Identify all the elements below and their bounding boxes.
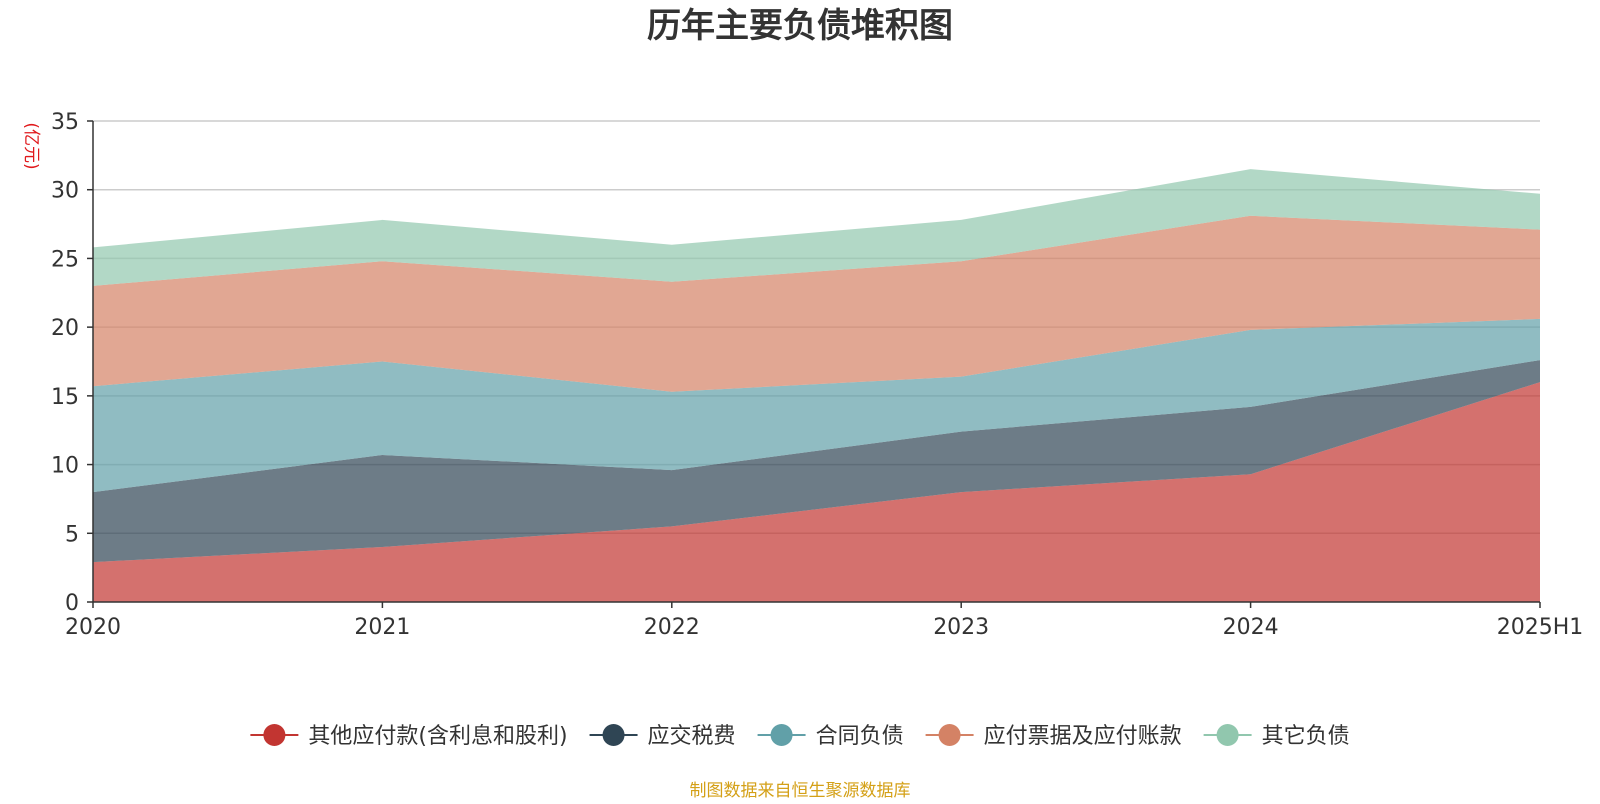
y-tick-label-20: 20: [51, 316, 79, 341]
legend-item-3: 合同负债: [757, 724, 904, 749]
y-tick-label-5: 5: [65, 522, 79, 547]
source-note: 制图数据来自恒生聚源数据库: [690, 781, 911, 800]
area-series-4: [93, 215, 1540, 392]
y-tick-label-10: 10: [51, 454, 79, 479]
legend-label-4: 应付票据及应付账款: [984, 724, 1182, 749]
legend-item-1: 其他应付款(含利息和股利): [250, 724, 568, 749]
area-series-group: [93, 169, 1540, 602]
x-tick-label-2022: 2022: [644, 615, 700, 640]
area-series-1: [93, 382, 1540, 602]
legend-item-2: 应交税费: [589, 724, 736, 749]
legend-label-2: 应交税费: [648, 724, 736, 749]
chart-title: 历年主要负债堆积图: [647, 6, 953, 46]
legend-label-1: 其他应付款(含利息和股利): [308, 724, 567, 749]
legend: 其他应付款(含利息和股利) 应交税费 合同负债 应付票据及应付账款 其它负债: [250, 724, 1350, 749]
area-series-5: [93, 169, 1540, 286]
area-series-3: [93, 318, 1540, 493]
legend-marker-icon-5: [1216, 724, 1239, 746]
y-tick-label-25: 25: [51, 247, 79, 272]
x-tick-label-2023: 2023: [933, 615, 989, 640]
legend-label-3: 合同负债: [816, 724, 904, 749]
legend-marker-icon-2: [602, 724, 625, 746]
x-tick-label-2025H1: 2025H1: [1497, 615, 1584, 640]
y-tick-label-35: 35: [51, 110, 79, 135]
legend-label-5: 其它负债: [1262, 724, 1350, 749]
y-axis-unit-label: (亿元): [21, 122, 41, 169]
legend-marker-icon-4: [938, 724, 961, 746]
x-tick-label-2024: 2024: [1223, 615, 1279, 640]
y-tick-label-0: 0: [65, 591, 79, 616]
y-tick-label-30: 30: [51, 179, 79, 204]
x-tick-label-2020: 2020: [65, 615, 121, 640]
x-tick-label-2021: 2021: [354, 615, 410, 640]
y-tick-label-15: 15: [51, 385, 79, 410]
axes: 0 5 10 15 20 25 30 35 2020 2021 2022 2023 2024 2025H1: [51, 110, 1583, 640]
legend-item-5: 其它负债: [1203, 724, 1350, 749]
legend-marker-icon-3: [770, 724, 793, 746]
legend-item-4: 应付票据及应付账款: [925, 724, 1182, 749]
legend-marker-icon-1: [263, 724, 286, 746]
area-series-2: [93, 360, 1540, 563]
